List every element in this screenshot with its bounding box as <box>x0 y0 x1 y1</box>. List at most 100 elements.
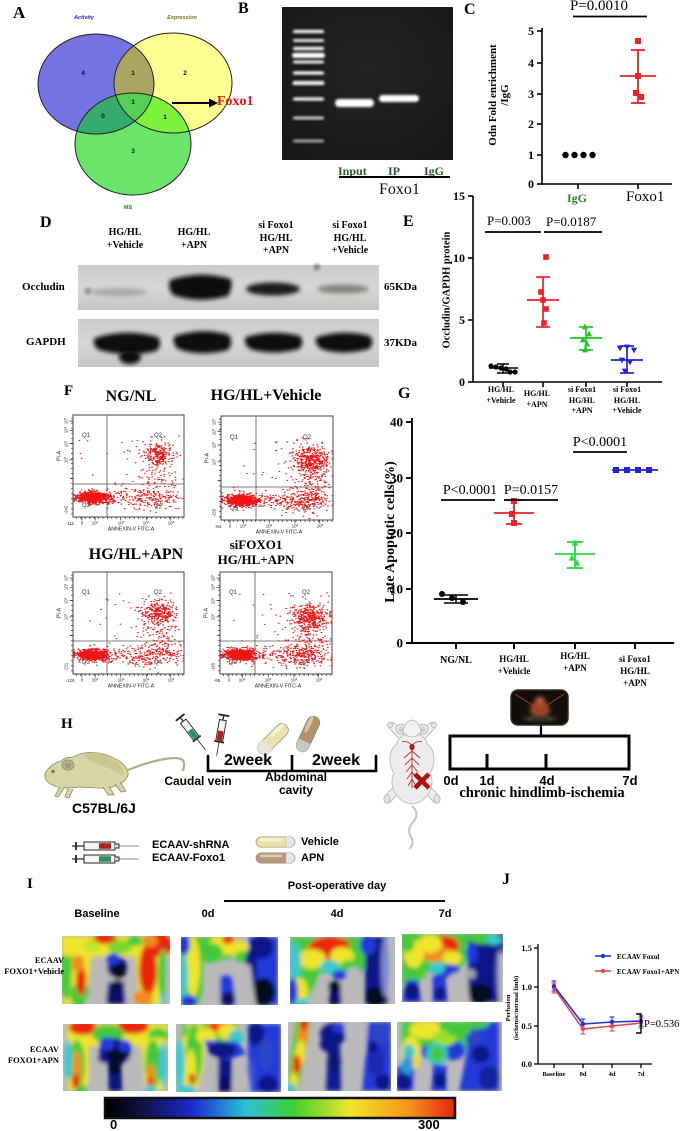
svg-text:1: 1 <box>528 148 534 162</box>
svg-text:103: 103 <box>265 677 272 683</box>
svg-text:102: 102 <box>210 613 215 620</box>
svg-text:Q4: Q4 <box>154 503 163 509</box>
svg-text:Q1: Q1 <box>82 433 91 439</box>
svg-text:-95: -95 <box>214 678 221 683</box>
svg-text:0: 0 <box>228 678 231 683</box>
svg-text:103: 103 <box>63 597 68 604</box>
svg-text:-221: -221 <box>64 662 69 671</box>
svg-text:3: 3 <box>528 87 534 101</box>
svg-text:0.0: 0.0 <box>521 1059 532 1069</box>
svg-text:5: 5 <box>528 24 534 38</box>
svg-text:Q4: Q4 <box>302 660 311 666</box>
svg-text:PI-A: PI-A <box>57 607 63 618</box>
svg-text:105: 105 <box>316 677 323 683</box>
svg-text:4: 4 <box>81 70 85 77</box>
svg-text:Expression: Expression <box>167 15 197 21</box>
svg-text:ANNEXIN-V FITC-A: ANNEXIN-V FITC-A <box>108 684 155 690</box>
svg-text:Q1: Q1 <box>229 590 238 596</box>
svg-text:40: 40 <box>390 415 403 430</box>
svg-text:4: 4 <box>528 56 534 70</box>
svg-text:0d: 0d <box>580 1071 587 1078</box>
svg-text:105: 105 <box>168 677 175 683</box>
svg-text:0: 0 <box>81 678 84 683</box>
svg-text:-129: -129 <box>66 678 75 683</box>
svg-text:104: 104 <box>291 677 298 683</box>
svg-text:4d: 4d <box>609 1071 616 1078</box>
svg-text:30: 30 <box>390 471 403 486</box>
svg-text:1.0: 1.0 <box>521 982 532 992</box>
svg-text:102: 102 <box>63 613 68 620</box>
svg-text:5: 5 <box>459 313 465 327</box>
svg-text:2: 2 <box>528 117 534 131</box>
svg-text:0: 0 <box>459 375 465 389</box>
svg-text:103: 103 <box>266 523 273 529</box>
svg-text:103: 103 <box>210 597 215 604</box>
svg-text:Q3: Q3 <box>82 660 91 666</box>
svg-text:103: 103 <box>118 520 125 526</box>
svg-text:0: 0 <box>397 636 404 651</box>
svg-text:104: 104 <box>210 583 215 590</box>
svg-text:0.5: 0.5 <box>521 1021 532 1031</box>
svg-text:104: 104 <box>63 426 68 433</box>
svg-text:0: 0 <box>101 113 105 120</box>
svg-text:0: 0 <box>528 177 534 191</box>
svg-text:103: 103 <box>63 440 68 447</box>
svg-text:104: 104 <box>292 523 299 529</box>
svg-text:104: 104 <box>143 677 150 683</box>
svg-text:Q2: Q2 <box>154 590 163 596</box>
svg-text:3: 3 <box>131 148 135 155</box>
svg-text:Q3: Q3 <box>229 660 238 666</box>
svg-text:Q1: Q1 <box>230 435 239 441</box>
svg-text:105: 105 <box>63 574 68 581</box>
svg-text:P=0.536: P=0.536 <box>644 1019 679 1030</box>
svg-text:ANNEXIN-V FITC-A: ANNEXIN-V FITC-A <box>255 684 302 690</box>
svg-text:1: 1 <box>163 114 167 121</box>
svg-text:PI-A: PI-A <box>204 607 210 618</box>
svg-text:Q1: Q1 <box>82 590 91 596</box>
svg-text:MS: MS <box>124 205 133 211</box>
svg-text:0: 0 <box>229 524 232 529</box>
svg-text:104: 104 <box>211 428 216 435</box>
svg-text:ANNEXIN-V FITC-A: ANNEXIN-V FITC-A <box>256 530 303 536</box>
svg-text:1: 1 <box>131 70 135 77</box>
svg-text:15: 15 <box>453 190 465 203</box>
svg-text:105: 105 <box>211 418 216 425</box>
svg-text:20: 20 <box>390 526 403 541</box>
svg-text:103: 103 <box>118 677 125 683</box>
svg-text:Q2: Q2 <box>302 590 311 596</box>
svg-text:104: 104 <box>63 583 68 590</box>
svg-text:10: 10 <box>390 582 403 597</box>
svg-text:0: 0 <box>81 521 84 526</box>
svg-text:-155: -155 <box>212 508 217 517</box>
svg-text:102: 102 <box>63 456 68 463</box>
svg-text:-242: -242 <box>64 505 69 514</box>
svg-text:7d: 7d <box>638 1071 645 1078</box>
svg-text:-111: -111 <box>66 521 75 526</box>
svg-text:103: 103 <box>211 441 216 448</box>
svg-text:102: 102 <box>92 520 99 526</box>
svg-text:-165: -165 <box>211 662 216 671</box>
svg-text:102: 102 <box>240 523 247 529</box>
svg-text:105: 105 <box>168 520 175 526</box>
svg-text:10: 10 <box>453 251 465 265</box>
svg-text:Q4: Q4 <box>154 660 163 666</box>
svg-text:105: 105 <box>63 417 68 424</box>
svg-text:Baseline: Baseline <box>542 1071 565 1078</box>
svg-text:2: 2 <box>183 70 187 77</box>
svg-text:ANNEXIN-V FITC-A: ANNEXIN-V FITC-A <box>108 527 155 533</box>
svg-text:105: 105 <box>210 574 215 581</box>
svg-text:102: 102 <box>92 677 99 683</box>
svg-text:104: 104 <box>143 520 150 526</box>
svg-text:Q3: Q3 <box>82 503 91 509</box>
svg-text:PI-A: PI-A <box>205 452 211 463</box>
svg-text:102: 102 <box>239 677 246 683</box>
svg-text:102: 102 <box>211 458 216 465</box>
svg-text:Q2: Q2 <box>303 435 312 441</box>
svg-text:-84: -84 <box>215 524 222 529</box>
svg-text:105: 105 <box>317 523 324 529</box>
svg-text:ECAAV Foxo1+APN: ECAAV Foxo1+APN <box>617 968 679 976</box>
svg-text:Q3: Q3 <box>230 506 239 512</box>
svg-text:PI-A: PI-A <box>57 450 63 461</box>
svg-text:1: 1 <box>131 99 135 106</box>
svg-text:Q2: Q2 <box>154 433 163 439</box>
